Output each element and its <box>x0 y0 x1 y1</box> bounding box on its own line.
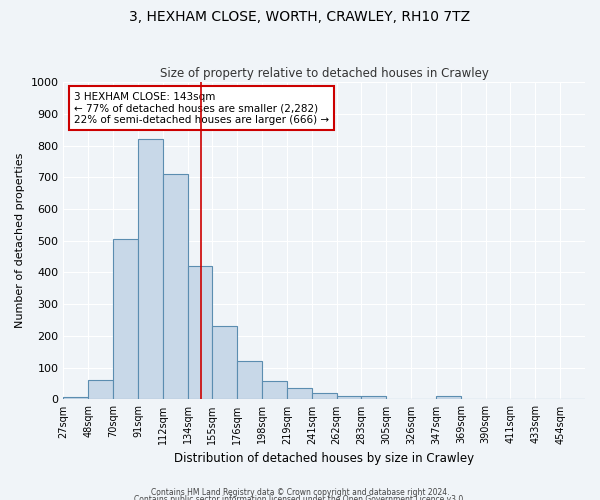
Bar <box>312 393 337 400</box>
Text: 3 HEXHAM CLOSE: 143sqm
← 77% of detached houses are smaller (2,282)
22% of semi-: 3 HEXHAM CLOSE: 143sqm ← 77% of detached… <box>74 92 329 125</box>
Bar <box>262 382 287 400</box>
Bar <box>163 174 188 400</box>
Bar <box>237 362 262 400</box>
Text: Contains public sector information licensed under the Open Government Licence v3: Contains public sector information licen… <box>134 496 466 500</box>
Bar <box>361 396 386 400</box>
Y-axis label: Number of detached properties: Number of detached properties <box>15 153 25 328</box>
Bar <box>113 239 138 400</box>
Bar <box>64 397 88 400</box>
Text: 3, HEXHAM CLOSE, WORTH, CRAWLEY, RH10 7TZ: 3, HEXHAM CLOSE, WORTH, CRAWLEY, RH10 7T… <box>130 10 470 24</box>
Bar <box>188 266 212 400</box>
Text: Contains HM Land Registry data © Crown copyright and database right 2024.: Contains HM Land Registry data © Crown c… <box>151 488 449 497</box>
Bar <box>212 326 237 400</box>
Title: Size of property relative to detached houses in Crawley: Size of property relative to detached ho… <box>160 66 488 80</box>
Bar <box>88 380 113 400</box>
Bar <box>138 139 163 400</box>
Bar <box>287 388 312 400</box>
Bar <box>436 396 461 400</box>
Bar <box>337 396 361 400</box>
X-axis label: Distribution of detached houses by size in Crawley: Distribution of detached houses by size … <box>174 452 474 465</box>
